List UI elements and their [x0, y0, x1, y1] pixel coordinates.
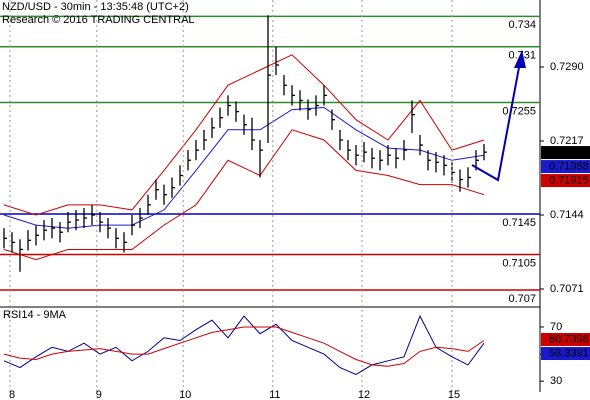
- x-tick-label: 12: [358, 389, 370, 400]
- price-tag-label: 58.3391: [549, 347, 589, 359]
- level-label: 0.7145: [502, 217, 536, 229]
- y-tick-label: 0.7290: [550, 61, 584, 73]
- level-label: 0.7105: [502, 257, 536, 269]
- x-tick-label: 8: [9, 389, 15, 400]
- y-tick-label: 0.7144: [550, 209, 584, 221]
- y-tick-label: 0.7217: [550, 135, 584, 147]
- chart-title: NZD/USD - 30min - 13:35:48 (UTC+2): [2, 1, 189, 13]
- price-tag: [541, 146, 590, 160]
- y-tick-label: 30: [550, 375, 562, 387]
- series-line: [3, 326, 485, 367]
- chart-subtitle: Research © 2016 TRADING CENTRAL: [2, 14, 195, 26]
- arrow-head: [514, 50, 526, 68]
- price-tag: [541, 160, 590, 174]
- forecast-arrow: [471, 50, 526, 182]
- overlay-line: [3, 54, 485, 216]
- x-tick-label: 9: [96, 389, 102, 400]
- x-tick-label: 15: [448, 389, 460, 400]
- price-tag: [541, 333, 590, 347]
- arrow-line: [471, 61, 521, 182]
- price-tag-label: 0.72056: [549, 146, 589, 158]
- overlay-line: [3, 129, 485, 261]
- level-label: 0.734: [508, 19, 536, 31]
- y-tick-label: 70: [550, 321, 562, 333]
- price-tag: [541, 174, 590, 188]
- level-label: 0.7255: [502, 105, 536, 117]
- x-tick-label: 11: [269, 389, 280, 400]
- price-tag-label: 0.71915: [549, 174, 589, 186]
- x-tick-label: 10: [179, 389, 191, 400]
- price-tag-label: 0.71988: [549, 160, 589, 172]
- y-tick-label: 0.7071: [550, 283, 584, 295]
- series-line: [3, 314, 485, 375]
- price-tag-label: 60.7396: [549, 333, 589, 345]
- level-label: 0.707: [508, 293, 536, 305]
- panel-title: RSI14 - 9MA: [3, 309, 67, 321]
- price-tag: [541, 347, 590, 361]
